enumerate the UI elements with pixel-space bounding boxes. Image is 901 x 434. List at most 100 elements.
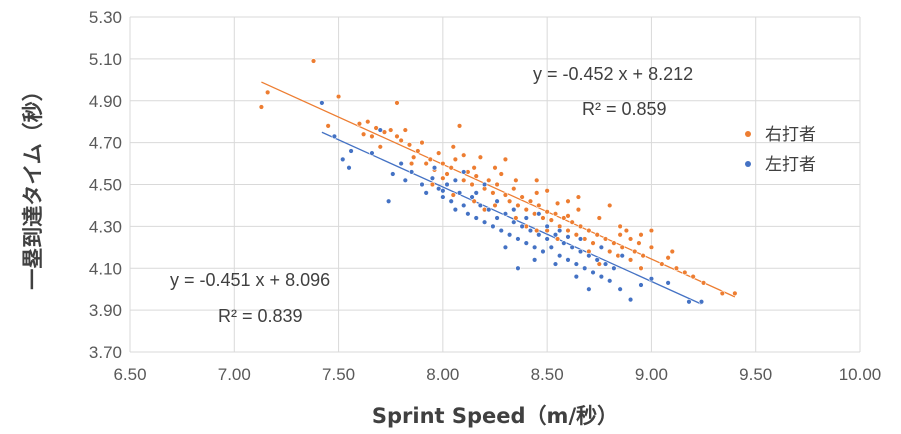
data-point: [534, 190, 540, 196]
data-point: [536, 202, 542, 209]
data-point: [565, 234, 571, 240]
data-point: [523, 215, 529, 221]
data-point: [410, 154, 417, 160]
data-point: [461, 202, 467, 209]
data-point: [536, 211, 542, 217]
data-point: [554, 236, 561, 242]
data-point: [465, 211, 471, 217]
data-point: [423, 190, 429, 196]
data-point: [356, 121, 363, 127]
data-point: [575, 194, 582, 200]
data-point: [461, 169, 467, 175]
data-point: [494, 198, 500, 204]
data-point: [552, 261, 559, 267]
data-point: [440, 160, 446, 167]
data-point: [406, 142, 413, 148]
data-point: [577, 223, 584, 230]
data-point: [540, 215, 546, 221]
data-point: [471, 198, 477, 204]
data-point: [444, 181, 450, 188]
data-point: [429, 181, 436, 188]
data-point: [325, 123, 331, 129]
data-point: [627, 236, 634, 242]
data-point: [577, 236, 584, 242]
data-point: [552, 232, 559, 238]
x-tick-label: 8.50: [531, 365, 564, 384]
data-point: [515, 236, 521, 242]
data-point: [473, 215, 479, 221]
data-point: [659, 261, 665, 267]
data-point: [419, 181, 425, 188]
y-tick-label: 4.90: [89, 92, 122, 111]
data-point: [456, 123, 463, 129]
data-point: [340, 156, 346, 163]
data-point: [456, 190, 463, 196]
data-point: [594, 257, 600, 263]
x-axis-title: Sprint Speed（m/秒）: [372, 404, 618, 428]
data-point: [556, 252, 563, 259]
y-tick-label: 5.10: [89, 50, 122, 69]
x-tick-label: 8.00: [426, 365, 459, 384]
data-point: [506, 232, 513, 238]
data-point: [617, 286, 623, 292]
data-point: [531, 257, 538, 263]
data-point: [473, 190, 479, 196]
data-point: [481, 219, 488, 225]
data-points: [258, 58, 738, 305]
data-point: [544, 209, 550, 215]
data-point: [540, 248, 546, 255]
data-point: [511, 206, 517, 213]
data-point: [665, 255, 671, 261]
data-point: [598, 273, 605, 280]
data-point: [513, 215, 519, 221]
data-point: [398, 160, 404, 167]
x-tick-label: 9.50: [739, 365, 772, 384]
data-point: [377, 127, 383, 133]
data-point: [502, 211, 509, 217]
x-tick-label: 6.50: [113, 365, 146, 384]
data-point: [648, 244, 655, 251]
data-point: [607, 248, 613, 255]
data-point: [486, 206, 492, 213]
data-point: [548, 244, 555, 251]
trendlines: [261, 81, 736, 305]
data-point: [423, 160, 429, 167]
data-point: [494, 181, 500, 188]
y-tick-label: 3.70: [89, 343, 122, 362]
trendline-left-batters: [321, 131, 702, 305]
data-point: [477, 154, 484, 160]
data-point: [575, 206, 582, 213]
data-point: [461, 177, 467, 184]
data-point: [596, 215, 602, 221]
data-point: [682, 269, 688, 276]
data-point: [698, 299, 705, 305]
data-point: [619, 252, 625, 259]
data-point: [640, 252, 646, 259]
data-point: [627, 257, 634, 263]
data-point: [258, 104, 265, 110]
data-point: [665, 280, 671, 286]
data-point: [494, 215, 500, 221]
data-point: [506, 198, 513, 204]
data-point: [513, 177, 519, 184]
data-point: [415, 148, 421, 154]
data-point: [360, 131, 367, 137]
data-point: [388, 127, 394, 133]
data-point: [690, 273, 696, 280]
data-point: [402, 177, 409, 184]
data-point: [534, 177, 540, 184]
data-point: [632, 248, 638, 255]
data-point: [586, 286, 592, 292]
x-tick-label: 9.00: [635, 365, 668, 384]
tick-labels: 6.50 7.00 7.50 8.00 8.50 9.00 9.50 10.00 3.70 3.9…: [89, 8, 881, 384]
data-point: [686, 299, 692, 305]
y-tick-label: 4.50: [89, 176, 122, 195]
data-point: [607, 202, 613, 209]
data-point: [335, 93, 342, 100]
data-point: [638, 265, 644, 271]
data-point: [536, 232, 542, 238]
data-point: [448, 198, 454, 204]
data-point: [590, 240, 596, 246]
data-point: [565, 213, 571, 219]
